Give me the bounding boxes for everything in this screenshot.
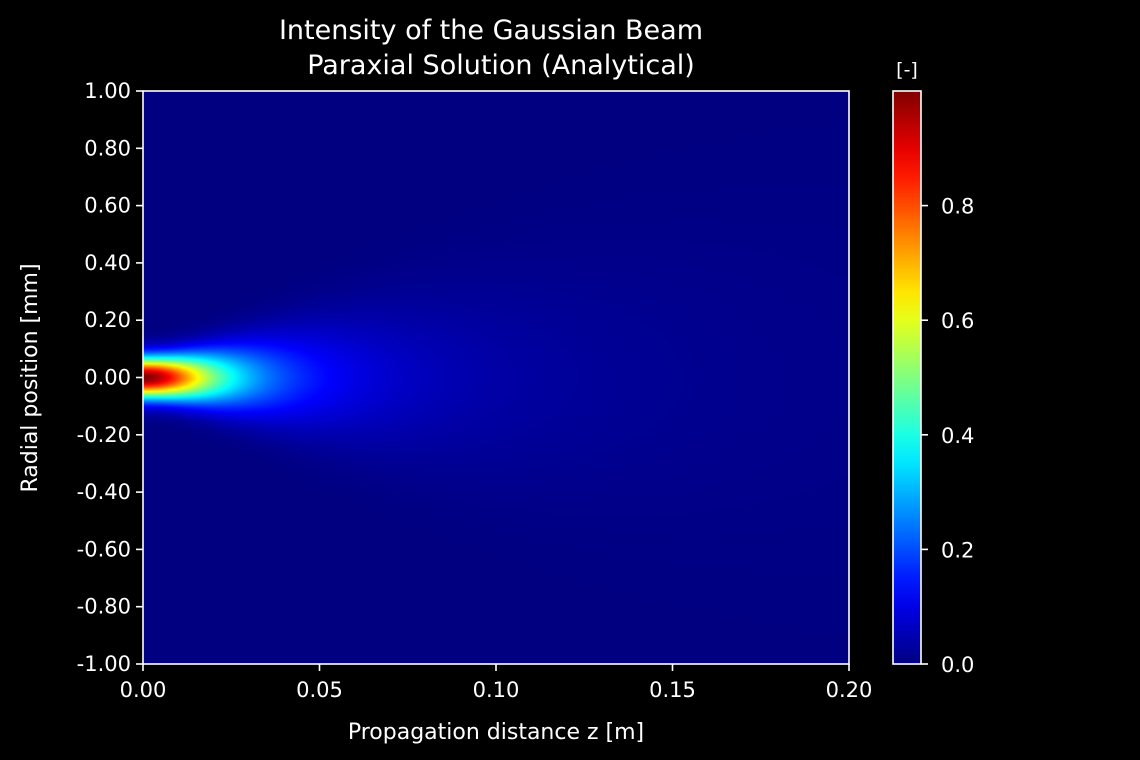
y-axis: 1.00 0.80 0.60 0.40 0.20 0.00 -0.20 -0.40 -0.60 -…: [77, 79, 143, 676]
colorbar-ticks: 0.0 0.2 0.4 0.6 0.8: [921, 195, 974, 677]
y-tick-label: -0.20: [77, 423, 131, 447]
y-tick-label: 0.60: [84, 194, 131, 218]
y-tick-label: 0.80: [84, 136, 131, 160]
heatmap-image: [143, 91, 849, 664]
colorbar-gradient: [893, 91, 921, 664]
x-tick-label: 0.20: [826, 678, 873, 702]
x-axis-label: Propagation distance z [m]: [348, 720, 644, 745]
y-tick-label: 0.00: [84, 366, 131, 390]
y-axis-label: Radial position [mm]: [18, 263, 43, 492]
y-tick-label: 1.00: [84, 79, 131, 103]
x-axis: 0.00 0.05 0.10 0.15 0.20: [120, 664, 873, 702]
colorbar: [-] 0.0 0.2 0.4 0.6 0.8: [892, 59, 974, 677]
colorbar-tick-label: 0.6: [941, 309, 974, 333]
y-tick-label: 0.40: [84, 251, 131, 275]
chart-title-line-1: Intensity of the Gaussian Beam: [279, 15, 703, 46]
chart-title: Intensity of the Gaussian Beam Paraxial …: [279, 15, 703, 81]
x-tick-label: 0.00: [120, 678, 167, 702]
heatmap-plot-area: [142, 90, 850, 665]
y-tick-label: -0.80: [77, 595, 131, 619]
colorbar-tick-label: 0.0: [941, 653, 974, 677]
colorbar-label: [-]: [896, 59, 918, 81]
y-tick-label: -1.00: [77, 652, 131, 676]
colorbar-frame: [892, 90, 922, 665]
chart-title-line-2: Paraxial Solution (Analytical): [307, 50, 695, 81]
x-tick-label: 0.10: [473, 678, 520, 702]
y-tick-label: -0.40: [77, 480, 131, 504]
colorbar-tick-label: 0.4: [941, 424, 974, 448]
colorbar-tick-label: 0.8: [941, 195, 974, 219]
y-tick-label: -0.60: [77, 537, 131, 561]
colorbar-tick-label: 0.2: [941, 538, 974, 562]
x-tick-label: 0.15: [649, 678, 696, 702]
y-tick-label: 0.20: [84, 308, 131, 332]
x-tick-label: 0.05: [296, 678, 343, 702]
